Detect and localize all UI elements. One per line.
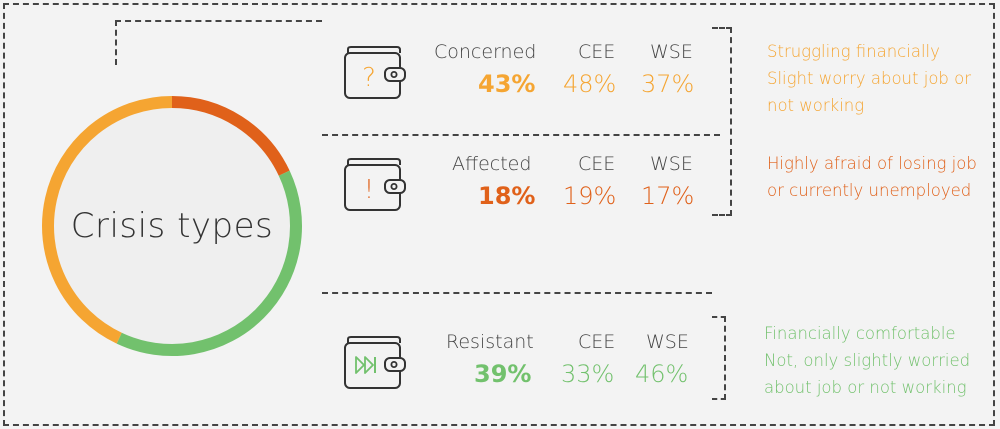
concerned-wse-value: 37% [641,70,695,98]
svg-text:?: ? [362,63,376,93]
divider-line [322,292,712,294]
affected-wse-label: WSE [650,153,693,175]
affected-cee-value: 19% [563,182,617,210]
description-line: or currently unemployed [767,181,972,200]
bracket-resistant [712,316,726,400]
donut-slice-resistant [116,170,302,356]
resistant-wse-value: 46% [635,360,689,388]
description-line: Financially comfortable [764,324,956,343]
resistant-label: Resistant [446,331,534,353]
bracket-concerned-affected [712,27,732,216]
resistant-wse-label: WSE [646,331,689,353]
affected-label: Affected [452,153,532,175]
svg-text:!: ! [364,175,374,205]
donut-slice-affected [171,96,290,176]
resistant-value: 39% [474,360,532,388]
resistant-description: Financially comfortable Not, only slight… [764,320,970,401]
description-line: not working [767,96,865,115]
concerned-description: Struggling financially Slight worry abou… [767,38,971,119]
wallet-exclamation-icon: ! [344,158,406,211]
description-line: Slight worry about job or [767,69,972,88]
concerned-wse-label: WSE [650,41,693,63]
wallet-question-icon: ? [344,46,406,99]
connector-line [115,20,322,65]
crisis-types-donut: Crisis types [38,92,306,360]
description-line: Not, only slightly worried [764,351,971,370]
resistant-cee-label: CEE [578,331,616,353]
affected-wse-value: 17% [641,182,695,210]
description-line: Struggling financially [767,42,940,61]
concerned-cee-value: 48% [563,70,617,98]
outer-dashed-frame [3,3,995,426]
affected-value: 18% [478,182,536,210]
concerned-value: 43% [478,70,536,98]
donut-slice-concerned [42,96,173,344]
resistant-cee-value: 33% [561,360,615,388]
description-line: Highly afraid of losing job [767,154,977,173]
concerned-cee-label: CEE [578,41,616,63]
center-label: Crisis types [70,206,274,246]
affected-description: Highly afraid of losing job or currently… [767,150,977,204]
concerned-label: Concerned [434,41,537,63]
donut-svg [42,96,302,356]
divider-line [322,134,720,136]
wallet-forward-icon [344,336,406,389]
description-line: about job or not working [764,378,967,397]
affected-cee-label: CEE [578,153,616,175]
